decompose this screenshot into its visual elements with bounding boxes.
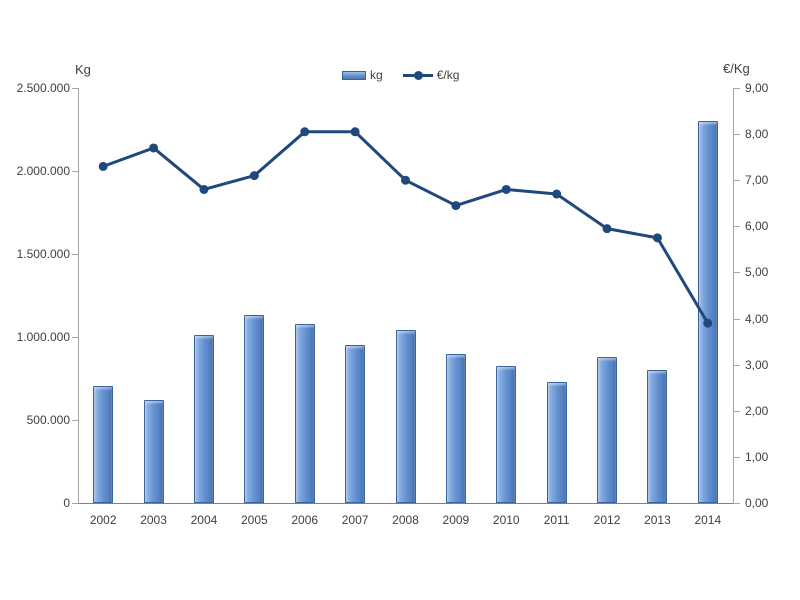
x-axis-category-label: 2010	[492, 513, 520, 527]
bar	[395, 329, 416, 503]
bar	[697, 121, 718, 503]
left-axis-tick-label: 1.500.000	[16, 247, 70, 261]
bar	[647, 370, 668, 503]
line-marker	[149, 143, 159, 153]
right-axis-tick	[733, 88, 740, 89]
line-marker	[501, 184, 511, 194]
bar	[143, 400, 164, 503]
right-axis-tick	[733, 456, 740, 458]
line-marker	[300, 127, 310, 137]
right-axis-tick	[733, 503, 740, 504]
x-axis-category-label: 2007	[341, 513, 369, 527]
line-marker	[552, 189, 562, 199]
x-axis-category-label: 2005	[240, 513, 268, 527]
right-axis-tick	[733, 318, 740, 320]
bar	[345, 345, 366, 503]
left-axis-tick	[72, 254, 79, 255]
x-axis-category-label: 2012	[593, 513, 621, 527]
right-axis-line	[733, 88, 734, 503]
line-marker	[249, 171, 259, 181]
left-axis-tick-label: 0	[63, 496, 70, 510]
left-axis-tick-label: 1.000.000	[16, 330, 70, 344]
left-axis-tick-label: 2.000.000	[16, 164, 70, 178]
left-axis-title: Kg	[75, 62, 91, 77]
x-axis-category-label: 2013	[644, 513, 671, 527]
right-axis-title: €/Kg	[723, 61, 750, 76]
bar	[93, 385, 114, 503]
right-axis-tick-label: 4,00	[745, 311, 769, 326]
x-axis-category-label: 2008	[392, 513, 419, 527]
line-series-swatch-icon	[402, 70, 433, 80]
chart-legend: kg €/kg	[342, 66, 459, 84]
right-axis-tick-label: 9,00	[745, 81, 769, 95]
right-axis-tick	[733, 134, 740, 136]
line-marker	[602, 224, 612, 234]
line-marker	[652, 233, 662, 243]
left-axis-tick	[72, 503, 79, 504]
x-axis-category-label: 2004	[190, 513, 218, 527]
left-axis-tick-label: 2.500.000	[16, 81, 70, 95]
right-axis-tick-label: 0,00	[745, 496, 769, 510]
right-axis-tick-label: 2,00	[745, 403, 769, 418]
bar	[244, 315, 265, 503]
bar-series-swatch-icon	[342, 70, 366, 80]
left-axis-line	[78, 88, 79, 503]
right-axis-tick-label: 7,00	[745, 173, 769, 188]
legend-item-eur-per-kg: €/kg	[402, 68, 460, 82]
bar	[496, 366, 517, 503]
price-line	[102, 130, 710, 324]
right-axis-tick-label: 6,00	[745, 219, 769, 234]
line-marker	[451, 201, 461, 211]
left-axis-tick	[72, 337, 79, 338]
bottom-axis-line	[78, 503, 734, 504]
right-axis-tick	[733, 180, 740, 182]
right-axis-tick-label: 3,00	[745, 357, 769, 372]
line-marker	[98, 161, 108, 171]
left-axis-tick	[72, 420, 79, 421]
left-axis-tick-label: 500.000	[26, 413, 70, 427]
right-axis-tick-label: 1,00	[745, 449, 769, 464]
x-axis-category-label: 2003	[140, 513, 167, 527]
x-axis-category-label: 2006	[291, 513, 319, 527]
x-axis-category-label: 2009	[442, 513, 470, 527]
right-axis-tick	[733, 364, 740, 366]
bar	[546, 381, 567, 503]
bar	[193, 335, 214, 503]
bar	[294, 323, 315, 503]
line-marker	[199, 184, 209, 194]
line-marker	[401, 175, 410, 185]
legend-label-eur-per-kg: €/kg	[436, 68, 460, 82]
right-axis-tick-label: 8,00	[745, 127, 769, 142]
legend-item-kg: kg	[342, 68, 383, 82]
x-axis-category-label: 2014	[694, 513, 722, 527]
right-axis-tick-label: 5,00	[745, 265, 769, 280]
right-axis-tick	[733, 272, 740, 274]
left-axis-tick	[72, 88, 79, 89]
legend-label-kg: kg	[370, 68, 383, 82]
left-axis-tick	[72, 171, 79, 172]
x-axis-category-label: 2011	[543, 513, 570, 527]
bar	[597, 356, 618, 503]
x-axis-category-label: 2002	[89, 513, 117, 527]
bar	[445, 353, 466, 503]
right-axis-tick	[733, 410, 740, 412]
right-axis-tick	[733, 226, 740, 228]
line-marker	[350, 127, 360, 137]
